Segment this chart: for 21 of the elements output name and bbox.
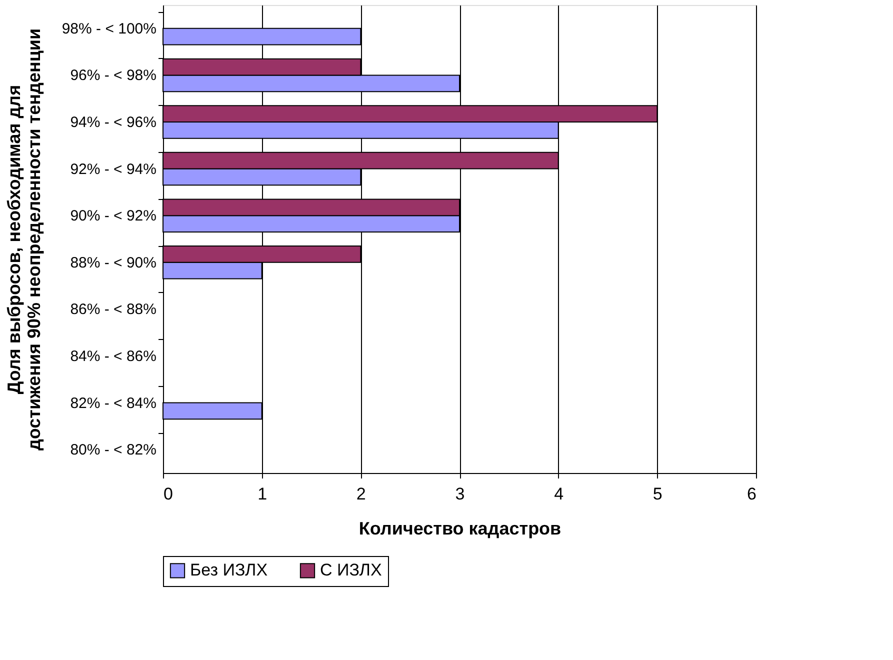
x-tick-label: 5 xyxy=(652,484,662,504)
legend-label: Без ИЗЛХ xyxy=(190,560,268,580)
y-tick-label: 90% - < 92% xyxy=(70,208,156,225)
y-tick-label: 82% - < 84% xyxy=(70,394,156,412)
y-tick-label: 88% - < 90% xyxy=(70,254,156,272)
x-tick-label: 0 xyxy=(164,484,173,504)
y-tick-label: 98% - < 100% xyxy=(62,20,156,38)
y-tick-label: 92% - < 94% xyxy=(70,160,156,178)
legend-label: С ИЗЛХ xyxy=(320,560,382,580)
x-tick-label: 6 xyxy=(747,484,756,504)
y-tick-label: 96% - < 98% xyxy=(70,67,156,84)
x-tick-label: 2 xyxy=(356,484,366,504)
x-axis-title: Количество кадастров xyxy=(358,518,562,538)
x-tick-label: 1 xyxy=(258,484,268,504)
y-tick-label: 80% - < 82% xyxy=(70,442,156,459)
y-tick-label: 86% - < 88% xyxy=(70,301,156,318)
y-tick-label: 94% - < 96% xyxy=(70,114,156,131)
y-tick-label: 84% - < 86% xyxy=(70,348,156,365)
x-tick-label: 3 xyxy=(455,484,465,504)
y-axis-title: Доля выбросов, необходимая для достижения 90% неопределенности тенденции xyxy=(4,28,44,451)
x-tick-label: 4 xyxy=(554,484,564,504)
